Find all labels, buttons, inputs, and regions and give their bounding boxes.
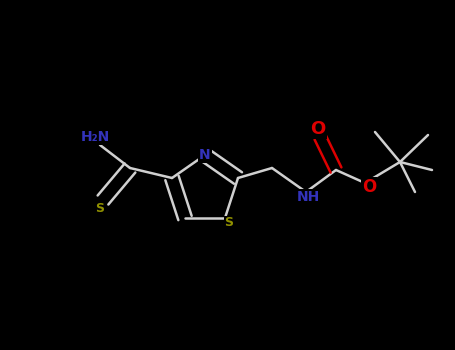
Text: S: S [96, 202, 105, 215]
Text: N: N [199, 148, 211, 162]
Text: O: O [310, 120, 326, 138]
Text: NH: NH [296, 190, 319, 204]
Text: S: S [224, 217, 233, 230]
Text: H₂N: H₂N [81, 130, 110, 144]
Text: O: O [362, 178, 376, 196]
